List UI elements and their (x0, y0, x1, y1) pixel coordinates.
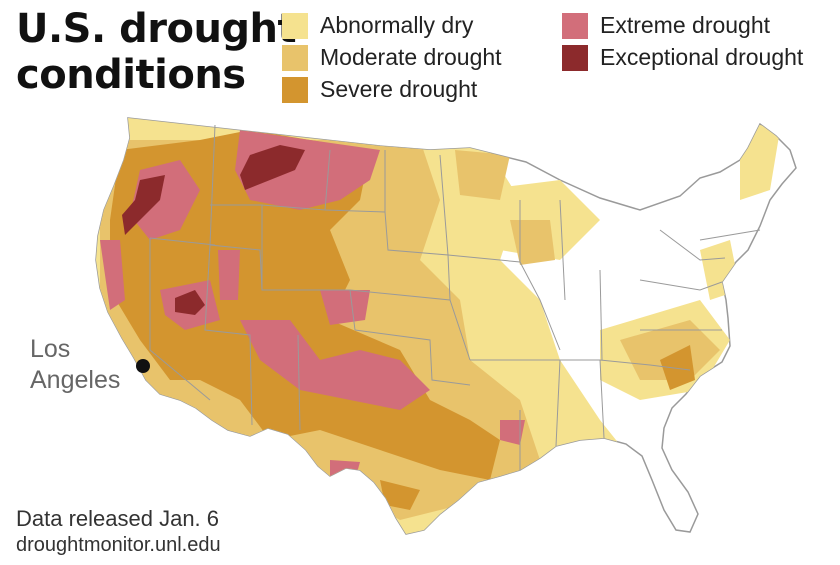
legend: Abnormally dry Moderate drought Severe d… (0, 8, 840, 108)
legend-item-abnormally-dry: Abnormally dry (282, 12, 473, 39)
legend-label: Extreme drought (600, 12, 771, 38)
map-title: U.S. drought conditions (16, 6, 297, 98)
legend-label: Moderate drought (320, 44, 502, 70)
legend-label: Severe drought (320, 76, 478, 102)
legend-item-severe-drought: Severe drought (282, 76, 477, 103)
legend-swatch (562, 44, 588, 71)
legend-swatch (282, 76, 308, 103)
footer: Data released Jan. 6 droughtmonitor.unl.… (16, 505, 221, 557)
legend-swatch (282, 12, 308, 39)
data-release-note: Data released Jan. 6 (16, 506, 220, 531)
legend-item-extreme-drought: Extreme drought (562, 12, 770, 39)
legend-swatch (562, 12, 588, 39)
legend-swatch (282, 44, 308, 71)
legend-item-exceptional-drought: Exceptional drought (562, 44, 803, 71)
legend-label: Exceptional drought (600, 44, 804, 70)
legend-item-moderate-drought: Moderate drought (282, 44, 502, 71)
source-link[interactable]: droughtmonitor.unl.edu (16, 534, 221, 556)
los-angeles-marker (136, 359, 150, 373)
legend-label: Abnormally dry (320, 12, 474, 38)
exceptional-drought-areas (122, 145, 305, 315)
state-borders (149, 124, 761, 470)
los-angeles-label: Los Angeles (30, 335, 121, 394)
